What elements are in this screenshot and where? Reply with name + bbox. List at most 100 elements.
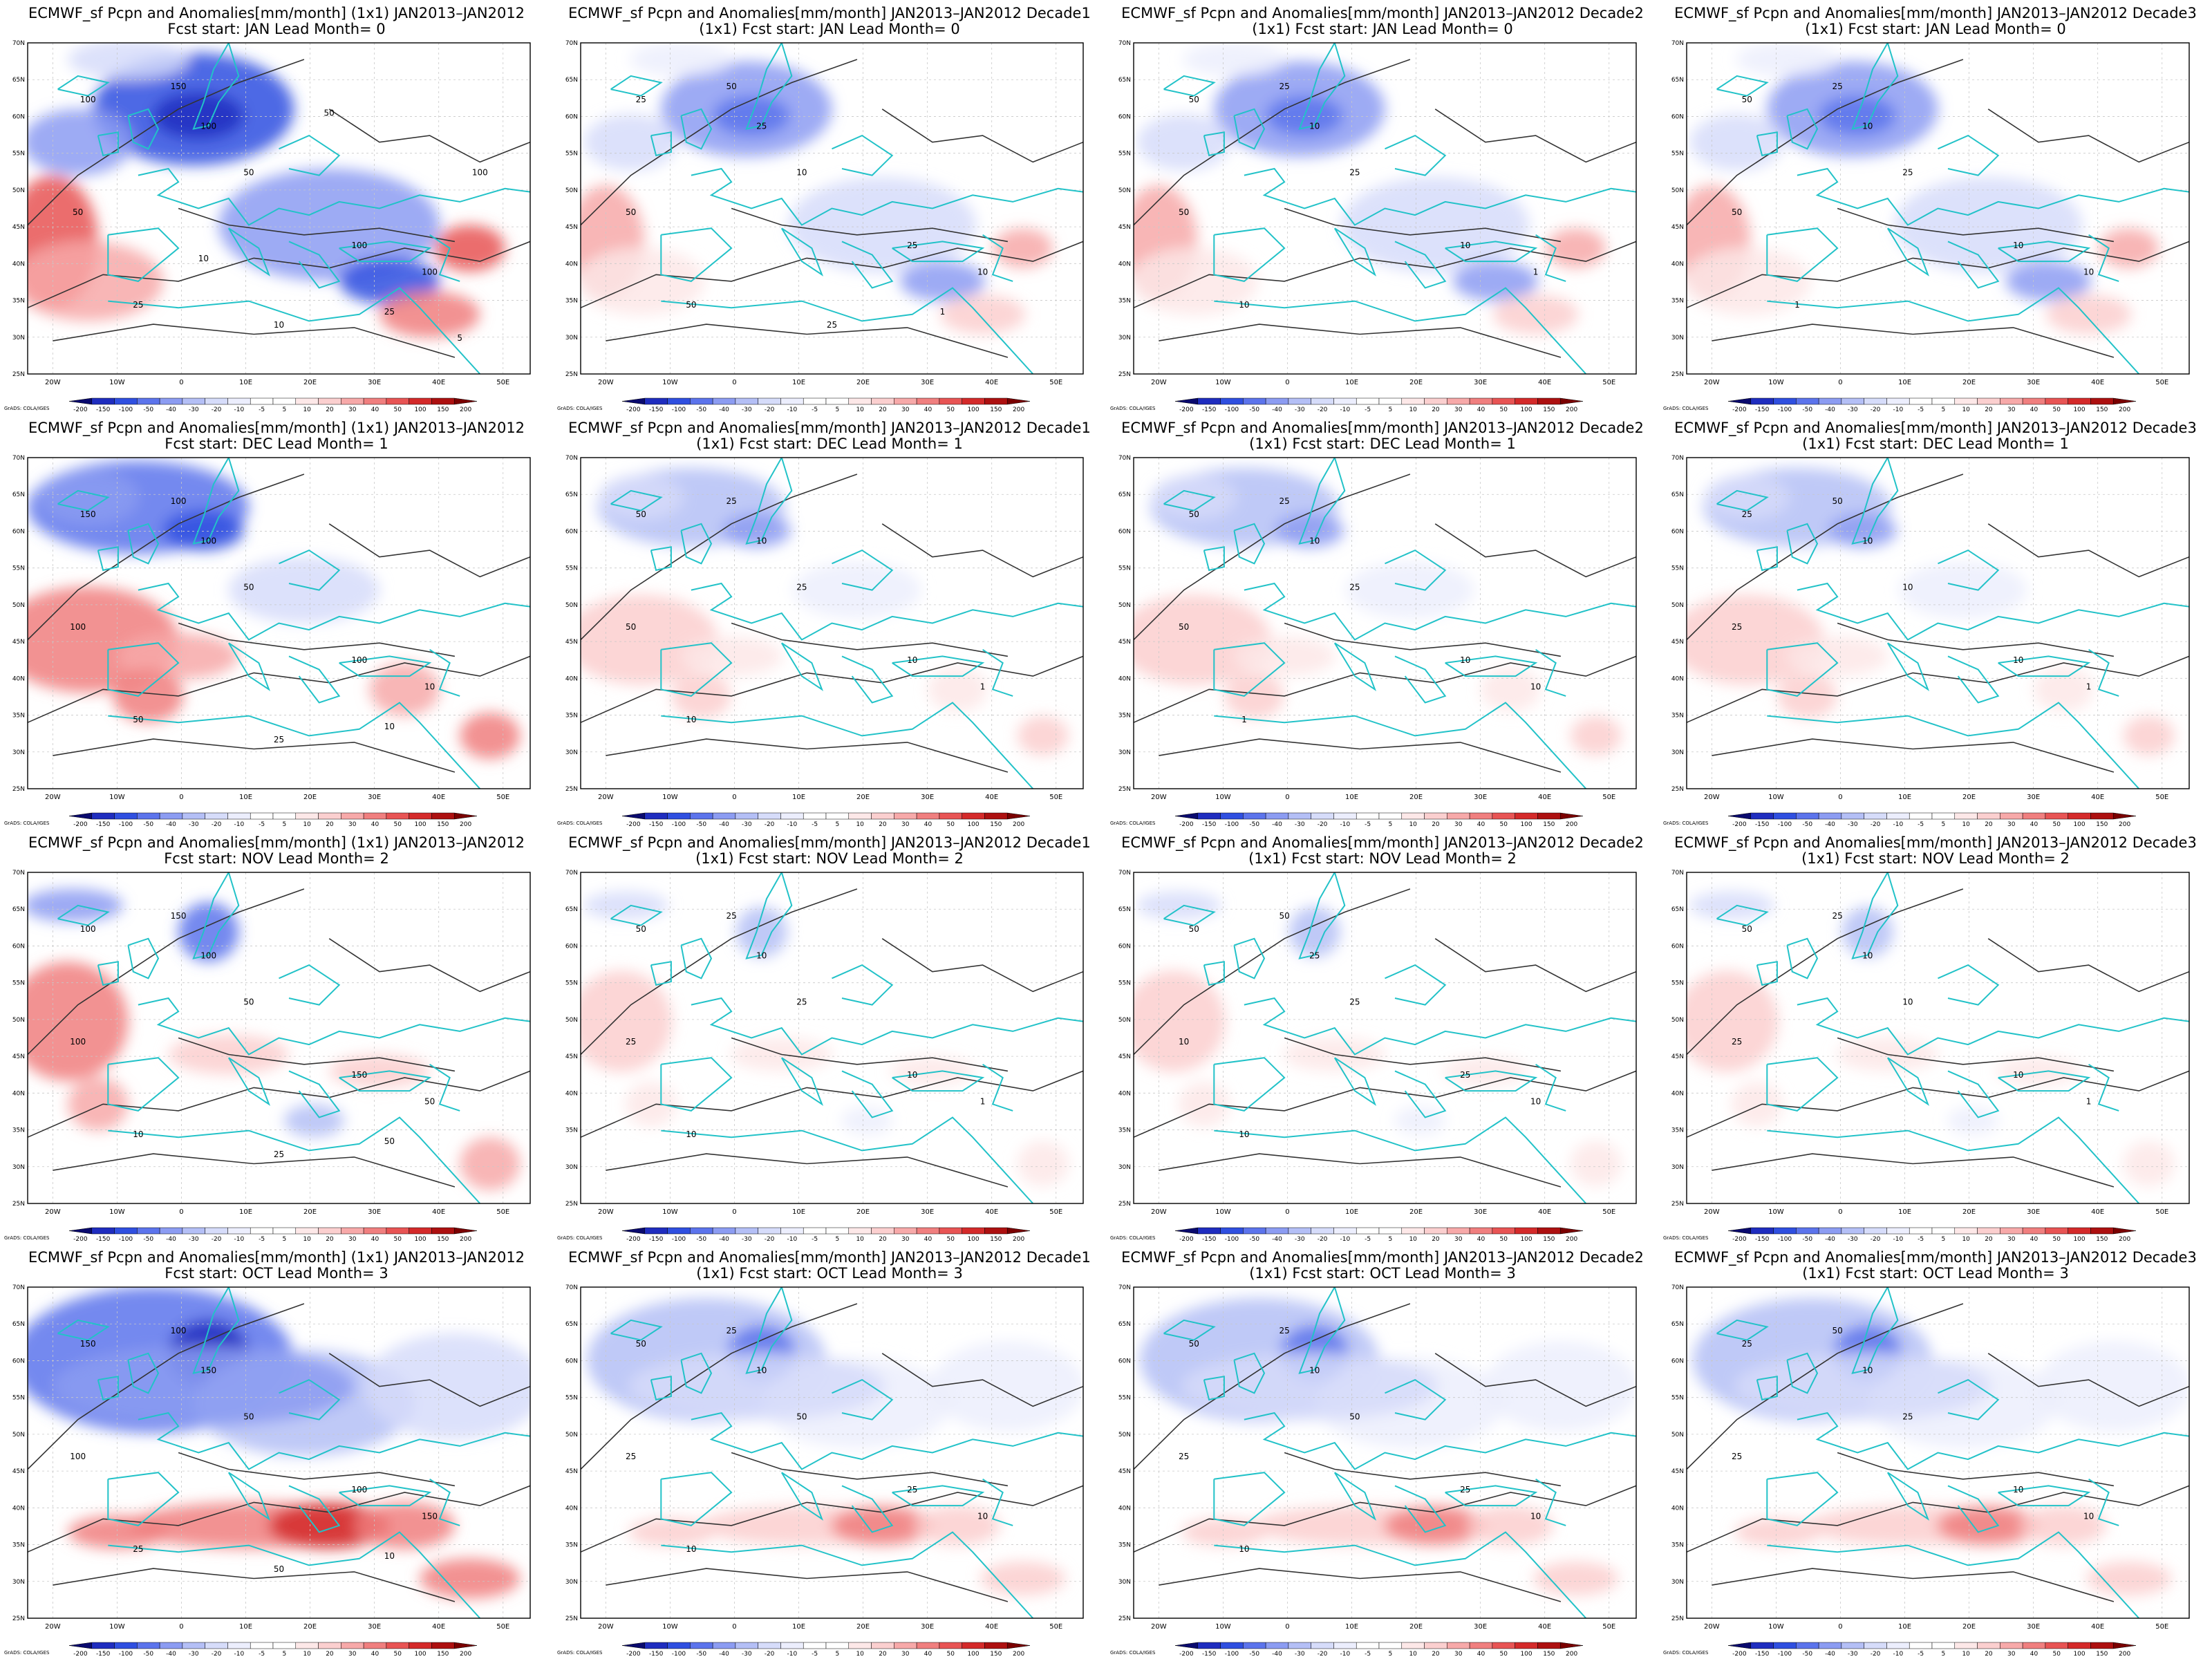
contour-label: 10	[1862, 951, 1873, 961]
lon-label: 10W	[109, 379, 125, 386]
colorbar-swatch	[1197, 812, 1221, 820]
colorbar-swatch	[2090, 812, 2114, 820]
lon-label: 20W	[598, 1208, 614, 1216]
colorbar-tick-label: 30	[348, 1651, 357, 1658]
lat-label: 30N	[12, 1579, 25, 1586]
lat-label: 70N	[1118, 40, 1131, 47]
colorbar-tick-label: 5	[283, 821, 287, 828]
lat-label: 65N	[12, 906, 25, 913]
lat-label: 40N	[12, 1505, 25, 1512]
anomaly-shade	[1394, 1106, 1446, 1135]
anomaly-shade	[28, 888, 124, 922]
colorbar-swatch	[2068, 1227, 2091, 1235]
panel-title-line1: ECMWF_sf Pcpn and Anomalies[mm/month] JA…	[1121, 5, 1644, 21]
lon-label: 20E	[1409, 379, 1423, 386]
coastline	[1767, 287, 2140, 374]
map-panel: ECMWF_sf Pcpn and Anomalies[mm/month] (1…	[0, 1244, 553, 1659]
lon-label: 40E	[432, 1208, 445, 1216]
contour-label: 25	[1732, 1037, 1742, 1047]
colorbar-tick-label: 30	[901, 821, 910, 828]
colorbar-swatch	[1515, 1642, 1538, 1649]
lon-label: 20W	[1704, 794, 1720, 801]
contour-label: 25	[636, 95, 646, 104]
coastline	[1947, 655, 2000, 704]
lon-label: 20E	[856, 794, 870, 801]
colorbar-tick-label: 150	[1543, 406, 1555, 413]
colorbar-tick-label: 10	[303, 1651, 311, 1658]
coastline	[982, 1478, 1013, 1526]
coastline	[1213, 1472, 1286, 1526]
lat-label: 70N	[1671, 455, 1684, 462]
colorbar-tick-label: 40	[2030, 1236, 2038, 1243]
colorbar-swatch	[984, 812, 1008, 820]
colorbar-swatch	[1977, 1227, 2000, 1235]
lat-label: 55N	[12, 1395, 25, 1402]
colorbar-tick-label: -20	[1318, 406, 1328, 413]
contour-label: 1	[980, 1096, 986, 1106]
coastline	[841, 655, 894, 704]
colorbar-swatch	[758, 397, 781, 405]
lat-label: 35N	[1671, 713, 1684, 720]
coastline	[1938, 1378, 2000, 1421]
anomaly-shade	[980, 1562, 1066, 1595]
colorbar-swatch	[758, 1642, 781, 1649]
coastline	[1163, 1319, 1216, 1341]
climatology-contour	[881, 523, 1083, 578]
colorbar-tick-label: -20	[212, 821, 222, 828]
colorbar-tick-label: -50	[1249, 1236, 1259, 1243]
anomaly-shade	[1687, 247, 1811, 315]
climatology-contour	[28, 888, 305, 1056]
colorbar-swatch	[1909, 812, 1933, 820]
map-panel: ECMWF_sf Pcpn and Anomalies[mm/month] JA…	[553, 1244, 1106, 1659]
anomaly-shade	[1492, 294, 1579, 335]
contour-label: 50	[636, 509, 646, 519]
lon-label: 10W	[1768, 794, 1784, 801]
colorbar-tick-label: -200	[1732, 1236, 1747, 1243]
panel-title-line2: (1x1) Fcst start: OCT Lead Month= 3	[1249, 1265, 1516, 1282]
colorbar-tick-label: -100	[119, 1236, 133, 1243]
colorbar-tick-label: 50	[2053, 1651, 2061, 1658]
coastline	[339, 241, 432, 263]
coastline	[279, 964, 341, 1006]
lon-label: 50E	[2155, 794, 2168, 801]
colorbar-swatch	[318, 1227, 341, 1235]
colorbar-swatch	[205, 812, 228, 820]
anomaly-shade	[831, 1506, 934, 1546]
colorbar-swatch	[1977, 1642, 2000, 1649]
colorbar-swatch	[621, 397, 646, 405]
lat-label: 55N	[12, 151, 25, 158]
colorbar-swatch	[386, 1227, 409, 1235]
colorbar-swatch	[453, 397, 478, 405]
colorbar-swatch	[68, 812, 93, 820]
lon-label: 10E	[792, 379, 805, 386]
colorbar-tick-label: -40	[1272, 406, 1282, 413]
colorbar-tick-label: 10	[1409, 821, 1417, 828]
colorbar-swatch	[667, 1642, 691, 1649]
colorbar-swatch	[1333, 397, 1357, 405]
contour-label: 10	[1239, 1130, 1249, 1139]
colorbar-swatch	[2045, 812, 2068, 820]
coastline	[660, 227, 733, 282]
colorbar-tick-label: -10	[1893, 406, 1903, 413]
lon-label: 20W	[45, 1208, 61, 1216]
colorbar-tick-label: -40	[1825, 406, 1835, 413]
anomaly-shade	[1468, 1506, 1554, 1546]
colorbar-tick-label: -40	[1272, 1236, 1282, 1243]
coastline	[832, 134, 894, 176]
lat-label: 55N	[1118, 151, 1131, 158]
colorbar-tick-label: -200	[73, 821, 88, 828]
colorbar-tick-label: -30	[742, 821, 752, 828]
colorbar-tick-label: 150	[437, 1651, 449, 1658]
contour-label: 150	[80, 509, 96, 519]
colorbar-swatch	[984, 1642, 1008, 1649]
coastline	[2088, 648, 2119, 697]
colorbar-swatch	[1174, 1227, 1199, 1235]
contour-label: 25	[384, 307, 395, 317]
lat-label: 65N	[12, 1321, 25, 1328]
contour-label: 10	[2013, 655, 2023, 665]
lat-label: 35N	[1671, 1542, 1684, 1549]
coastline	[832, 549, 894, 591]
lat-label: 25N	[1118, 1615, 1131, 1622]
lon-label: 20E	[1409, 1623, 1423, 1631]
coastline	[1394, 655, 1447, 704]
